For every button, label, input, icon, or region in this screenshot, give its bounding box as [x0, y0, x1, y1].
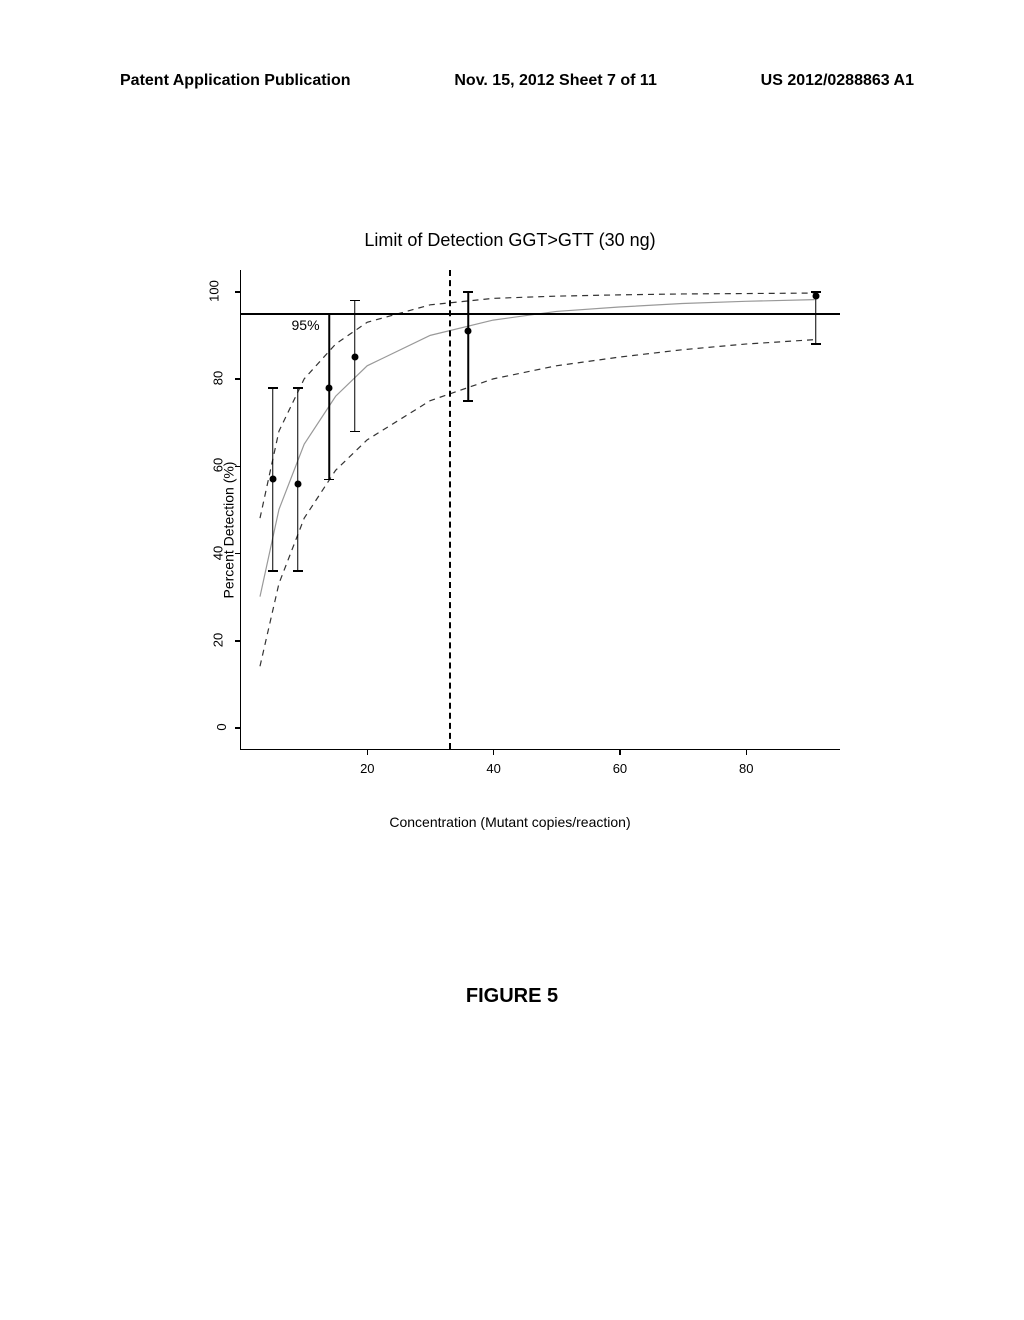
- y-tick: [235, 727, 241, 729]
- y-tick: [235, 291, 241, 293]
- data-point: [465, 328, 472, 335]
- y-tick: [235, 640, 241, 642]
- y-tick-label: 80: [210, 371, 225, 385]
- ref-line-lod: [449, 270, 451, 749]
- ref-label-95: 95%: [292, 317, 320, 333]
- data-point: [812, 293, 819, 300]
- error-cap: [324, 313, 334, 315]
- y-tick: [235, 466, 241, 468]
- error-cap: [324, 479, 334, 481]
- y-tick: [235, 553, 241, 555]
- y-tick-label: 0: [214, 724, 229, 731]
- y-tick-label: 40: [210, 545, 225, 559]
- data-point: [326, 384, 333, 391]
- page-header: Patent Application Publication Nov. 15, …: [0, 72, 1024, 90]
- plot-area: 0204060801002040608095%: [240, 270, 840, 750]
- error-bar: [354, 301, 356, 432]
- header-right: US 2012/0288863 A1: [761, 72, 914, 90]
- x-tick: [619, 749, 621, 755]
- error-cap: [268, 570, 278, 572]
- x-tick: [367, 749, 369, 755]
- x-axis-label: Concentration (Mutant copies/reaction): [150, 814, 870, 830]
- data-point: [294, 480, 301, 487]
- x-tick-label: 20: [360, 761, 374, 776]
- y-tick-label: 100: [207, 280, 222, 302]
- header-left: Patent Application Publication: [120, 72, 351, 90]
- y-tick-label: 20: [210, 633, 225, 647]
- error-cap: [463, 400, 473, 402]
- x-tick-label: 40: [486, 761, 500, 776]
- error-bar: [329, 314, 331, 480]
- error-cap: [293, 570, 303, 572]
- y-tick: [235, 378, 241, 380]
- curves-svg: [241, 270, 840, 749]
- x-tick-label: 80: [739, 761, 753, 776]
- chart-title: Limit of Detection GGT>GTT (30 ng): [150, 230, 870, 251]
- error-cap: [463, 291, 473, 293]
- error-bar: [468, 292, 470, 401]
- error-cap: [811, 343, 821, 345]
- data-point: [351, 354, 358, 361]
- x-tick: [493, 749, 495, 755]
- y-axis-label: Percent Detection (%): [220, 462, 236, 599]
- x-tick-label: 60: [613, 761, 627, 776]
- header-center: Nov. 15, 2012 Sheet 7 of 11: [454, 72, 656, 90]
- data-point: [269, 476, 276, 483]
- error-cap: [268, 387, 278, 389]
- y-tick-label: 60: [210, 458, 225, 472]
- error-cap: [350, 431, 360, 433]
- x-tick: [746, 749, 748, 755]
- error-cap: [350, 300, 360, 302]
- figure-caption: FIGURE 5: [0, 985, 1024, 1008]
- error-cap: [293, 387, 303, 389]
- lod-chart: Limit of Detection GGT>GTT (30 ng) Perce…: [150, 230, 870, 830]
